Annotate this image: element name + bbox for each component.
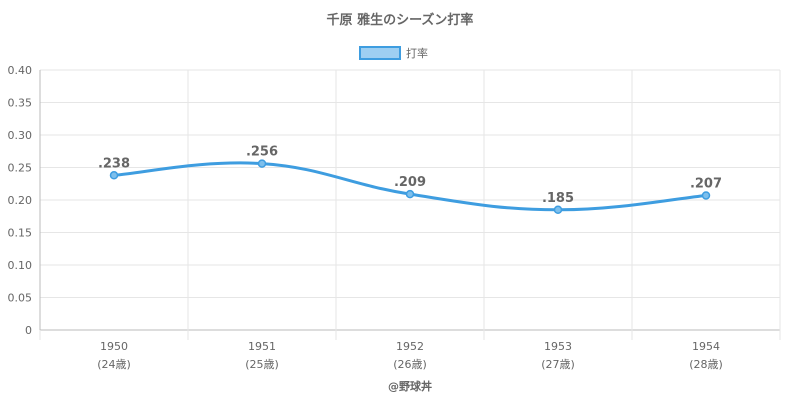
x-tick-label: 1951 xyxy=(248,340,276,353)
y-tick-label: 0.05 xyxy=(8,292,33,305)
data-label: .238 xyxy=(98,156,130,171)
legend-swatch xyxy=(359,46,401,60)
x-tick-sublabel: (28歳) xyxy=(689,358,723,371)
data-point[interactable] xyxy=(553,205,563,214)
data-points xyxy=(109,159,711,214)
y-tick-label: 0.15 xyxy=(8,227,33,240)
chart-title: 千原 雅生のシーズン打率 xyxy=(327,12,474,28)
data-point[interactable] xyxy=(109,171,119,180)
y-tick-label: 0.10 xyxy=(8,259,33,272)
y-tick-label: 0.40 xyxy=(8,64,33,77)
x-tick-label: 1950 xyxy=(100,340,128,353)
x-axis: 1950 (24歳) 1951 (25歳) 1952 (26歳) 1953 (27歳) 1954… xyxy=(97,340,723,371)
y-tick-label: 0.35 xyxy=(8,97,33,110)
y-axis: 0 0.05 0.10 0.15 0.20 0.25 0.30 0.35 0.40 xyxy=(8,64,33,337)
data-label: .185 xyxy=(542,191,574,206)
y-tick-label: 0.25 xyxy=(8,162,33,175)
data-label: .207 xyxy=(690,176,722,191)
data-label: .256 xyxy=(246,145,278,160)
x-tick-label: 1952 xyxy=(396,340,424,353)
data-labels: .238 .256 .209 .185 .207 xyxy=(98,145,722,206)
data-point[interactable] xyxy=(701,191,711,200)
x-tick-label: 1953 xyxy=(544,340,572,353)
data-label: .209 xyxy=(394,175,426,190)
grid xyxy=(39,69,781,340)
data-point[interactable] xyxy=(257,159,267,168)
x-tick-label: 1954 xyxy=(692,340,720,353)
y-tick-label: 0 xyxy=(25,324,32,337)
y-tick-label: 0.30 xyxy=(8,129,33,142)
x-tick-sublabel: (24歳) xyxy=(97,358,131,371)
x-tick-sublabel: (27歳) xyxy=(541,358,575,371)
credit-label: @野球丼 xyxy=(388,379,432,393)
x-tick-sublabel: (25歳) xyxy=(245,358,279,371)
data-point[interactable] xyxy=(405,189,415,199)
y-tick-label: 0.20 xyxy=(8,194,33,207)
x-tick-sublabel: (26歳) xyxy=(393,358,427,371)
legend[interactable]: 打率 xyxy=(359,46,428,60)
legend-label: 打率 xyxy=(406,46,428,60)
